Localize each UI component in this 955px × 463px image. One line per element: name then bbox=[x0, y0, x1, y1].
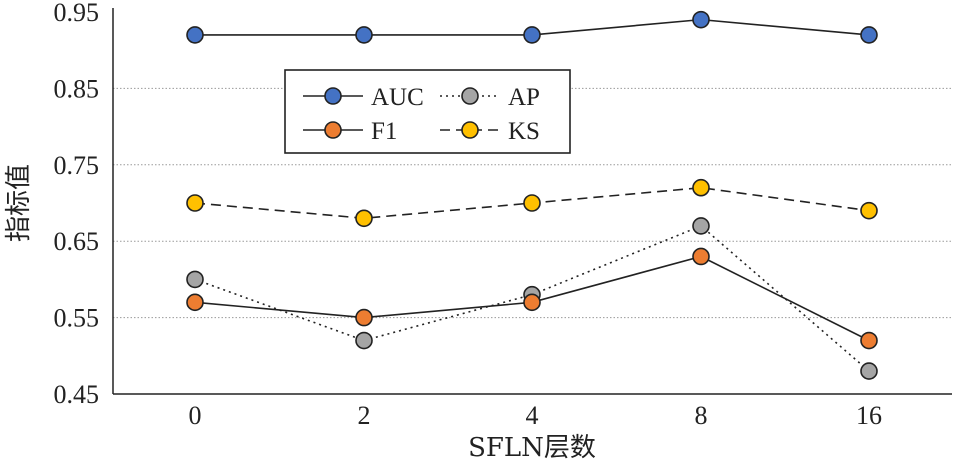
data-point-ap bbox=[186, 270, 204, 289]
y-tick-label: 0.65 bbox=[54, 227, 100, 256]
data-point-ks bbox=[186, 194, 204, 212]
y-tick-label: 0.85 bbox=[54, 74, 100, 103]
data-point-auc bbox=[860, 26, 878, 44]
data-point-ks bbox=[860, 201, 878, 220]
data-point-f1 bbox=[355, 308, 373, 327]
data-point-ks bbox=[523, 194, 541, 212]
legend-label-auc: AUC bbox=[371, 84, 424, 111]
legend-label-ap: AP bbox=[508, 84, 540, 111]
legend-box bbox=[284, 69, 571, 154]
y-tick-label: 0.95 bbox=[54, 0, 100, 27]
x-tick-label: 16 bbox=[856, 401, 882, 430]
y-tick-label: 0.55 bbox=[54, 304, 100, 333]
y-axis-title: 指标值 bbox=[4, 164, 34, 242]
x-tick-label: 2 bbox=[358, 401, 371, 430]
axes: 0.45 0.55 0.65 0.75 0.85 0.95 0 2 4 8 16 bbox=[54, 0, 952, 430]
data-point-auc bbox=[692, 10, 710, 29]
data-point-f1 bbox=[523, 293, 541, 312]
y-tick-label: 0.75 bbox=[54, 151, 100, 180]
series-group bbox=[186, 10, 878, 380]
data-point-ks bbox=[692, 178, 710, 197]
data-point-auc bbox=[186, 26, 204, 44]
x-tick-label: 4 bbox=[526, 401, 539, 430]
data-point-ap bbox=[692, 217, 710, 235]
legend-marker-auc bbox=[324, 87, 342, 105]
data-point-auc bbox=[355, 26, 373, 44]
data-point-ks bbox=[355, 209, 373, 228]
x-tick-label: 0 bbox=[189, 401, 202, 430]
legend-marker-f1 bbox=[324, 121, 342, 139]
y-tick-label: 0.45 bbox=[54, 380, 100, 409]
legend-marker-ap bbox=[461, 87, 479, 105]
x-axis-title: SFLN层数 bbox=[468, 433, 596, 463]
data-point-f1 bbox=[186, 293, 204, 312]
legend: AUC AP F1 KS bbox=[284, 69, 571, 154]
data-point-ap bbox=[860, 362, 878, 380]
legend-marker-ks bbox=[461, 121, 479, 139]
data-point-f1 bbox=[692, 247, 710, 266]
legend-label-ks: KS bbox=[508, 118, 540, 145]
data-point-ap bbox=[355, 331, 373, 350]
x-tick-label: 8 bbox=[695, 401, 708, 430]
data-point-f1 bbox=[860, 331, 878, 350]
data-point-auc bbox=[523, 26, 541, 44]
legend-label-f1: F1 bbox=[371, 118, 397, 145]
